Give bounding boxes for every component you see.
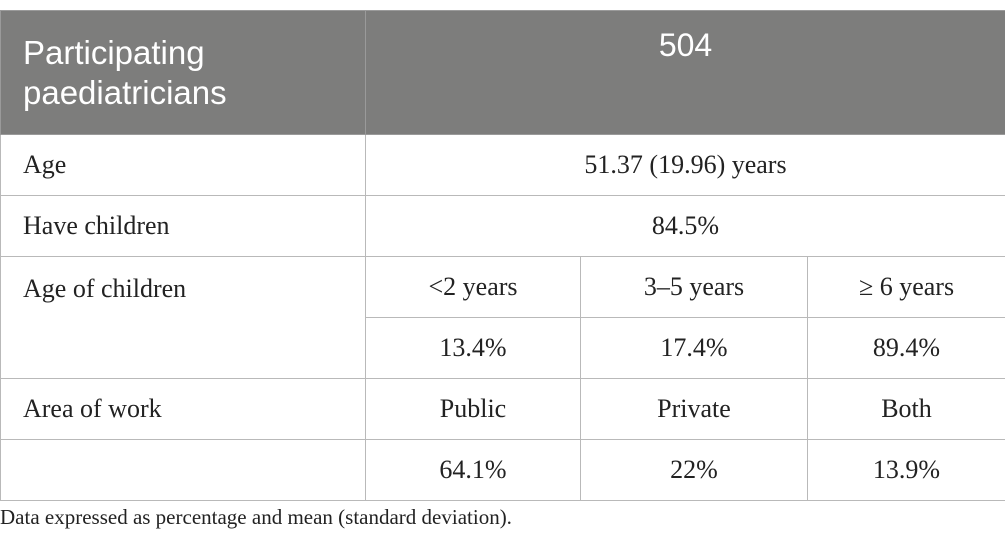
value-cell-both: 13.9% <box>806 439 1005 501</box>
category-cell-public: Public <box>365 378 581 440</box>
category-cell-private: Private <box>580 378 808 440</box>
row-label-age: Age <box>0 134 366 196</box>
table-footnote: Data expressed as percentage and mean (s… <box>0 505 512 529</box>
table-row-age: Age 51.37 (19.96) years <box>0 134 1005 196</box>
table-header-row: Participating paediatricians 504 <box>0 10 1005 135</box>
row-label-age-of-children: Age of children <box>0 256 366 379</box>
category-cell-under-2: <2 years <box>365 256 581 318</box>
value-cell-under-2: 13.4% <box>365 317 581 379</box>
header-value-cell: 504 <box>364 10 1005 135</box>
table-row-age-of-children-values: 13.4% 17.4% 89.4% <box>1 317 1005 379</box>
demographics-table: Participating paediatricians 504 Age 51.… <box>0 10 1005 501</box>
table-row-have-children: Have children 84.5% <box>0 195 1005 257</box>
table-row-area-of-work-categories: Area of work Public Private Both <box>0 378 1005 440</box>
header-label-line1: Participating <box>23 33 205 71</box>
empty-label-cell <box>0 439 366 501</box>
value-cell-private: 22% <box>580 439 808 501</box>
row-label-have-children: Have children <box>0 195 366 257</box>
value-cell-6-plus: 89.4% <box>806 317 1005 379</box>
category-cell-6-plus: ≥ 6 years <box>806 256 1005 318</box>
header-label-line2: paediatricians <box>23 73 227 111</box>
table-row-age-of-children-categories: Age of children <2 years 3–5 years ≥ 6 y… <box>0 256 1005 379</box>
row-value-age: 51.37 (19.96) years <box>364 134 1005 196</box>
category-cell-3-5: 3–5 years <box>580 256 808 318</box>
demographics-table-wrapper: Participating paediatricians 504 Age 51.… <box>0 10 1005 501</box>
table-row-area-of-work-values: 64.1% 22% 13.9% <box>0 439 1005 501</box>
category-cell-both: Both <box>806 378 1005 440</box>
row-label-area-of-work: Area of work <box>0 378 366 440</box>
value-cell-3-5: 17.4% <box>580 317 808 379</box>
value-cell-public: 64.1% <box>365 439 581 501</box>
row-value-have-children: 84.5% <box>364 195 1005 257</box>
header-label-cell: Participating paediatricians <box>0 10 366 135</box>
